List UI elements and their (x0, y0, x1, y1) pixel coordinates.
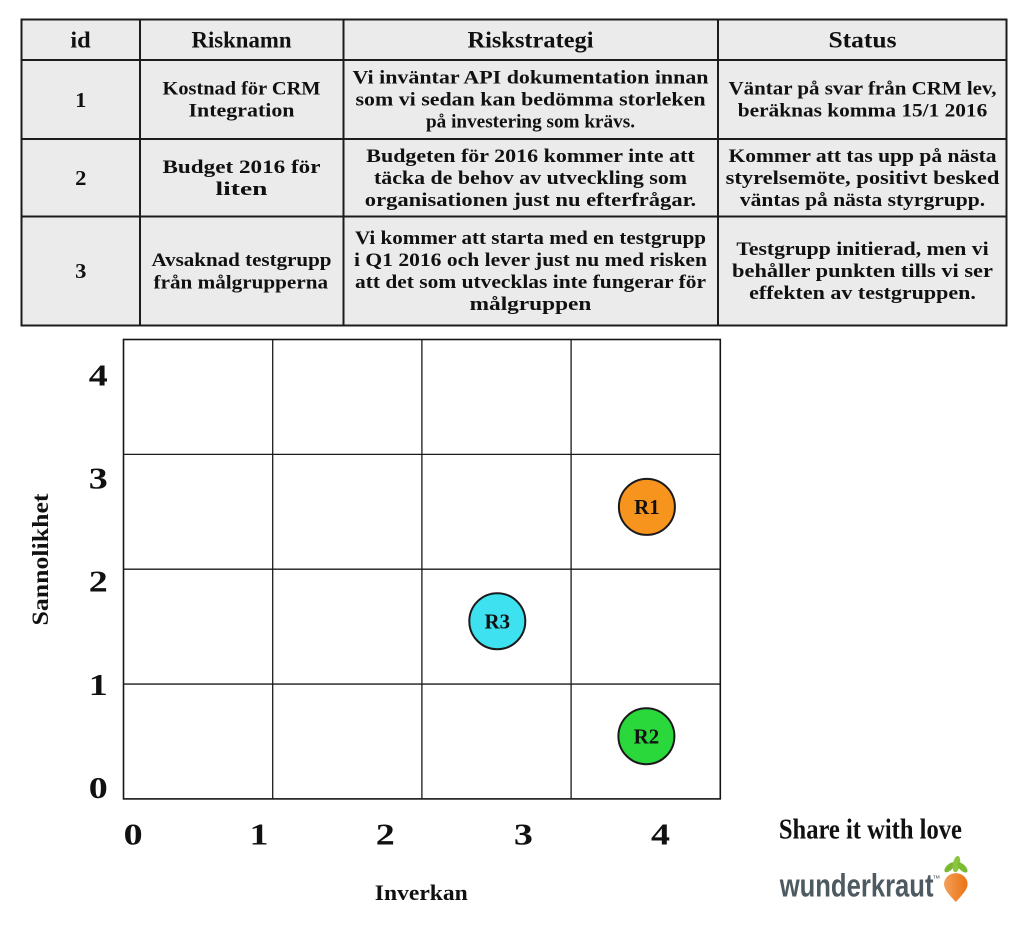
svg-text:organisationen just nu efterfr: organisationen just nu efterfrågar. (365, 190, 696, 211)
svg-text:wunderkraut: wunderkraut (779, 867, 934, 903)
svg-text:Kostnad för CRM: Kostnad för CRM (163, 79, 321, 100)
svg-text:™: ™ (932, 874, 940, 883)
svg-text:att det som utvecklas inte fun: att det som utvecklas inte fungerar för (355, 272, 707, 293)
svg-text:R3: R3 (485, 609, 511, 633)
svg-text:1: 1 (250, 816, 269, 851)
svg-text:0: 0 (89, 770, 108, 805)
svg-text:Väntar på svar från CRM lev,: Väntar på svar från CRM lev, (729, 79, 997, 100)
svg-text:1: 1 (75, 88, 86, 112)
svg-text:liten: liten (216, 179, 269, 200)
svg-text:id: id (70, 27, 91, 52)
svg-text:Inverkan: Inverkan (375, 880, 468, 905)
svg-text:beräknas komma 15/1 2016: beräknas komma 15/1 2016 (738, 101, 988, 122)
svg-text:styrelsemöte, positivt besked: styrelsemöte, positivt besked (726, 168, 1000, 189)
svg-text:0: 0 (124, 816, 143, 851)
svg-text:Sannolikhet: Sannolikhet (28, 493, 53, 625)
svg-text:täcka de behov av utveckling s: täcka de behov av utveckling som (374, 168, 687, 189)
svg-text:behåller punkten tills vi ser: behåller punkten tills vi ser (732, 261, 994, 282)
svg-text:som vi sedan kan bedömma storl: som vi sedan kan bedömma storleken (356, 90, 706, 111)
svg-text:R2: R2 (634, 724, 660, 748)
svg-text:målgruppen: målgruppen (470, 294, 592, 315)
svg-text:3: 3 (75, 259, 87, 283)
svg-text:1: 1 (89, 667, 108, 702)
svg-text:väntas på nästa styrgrupp.: väntas på nästa styrgrupp. (740, 190, 985, 211)
svg-text:2: 2 (75, 166, 86, 190)
svg-text:2: 2 (376, 816, 395, 851)
svg-text:Status: Status (829, 27, 897, 52)
svg-text:Budget 2016 för: Budget 2016 för (163, 157, 322, 178)
svg-text:3: 3 (514, 816, 533, 851)
svg-text:Riskstrategi: Riskstrategi (468, 27, 595, 52)
svg-text:på investering som krävs.: på investering som krävs. (426, 112, 635, 133)
svg-text:4: 4 (651, 816, 670, 851)
svg-text:Avsaknad testgrupp: Avsaknad testgrupp (152, 250, 332, 271)
svg-text:i Q1 2016 och lever just nu me: i Q1 2016 och lever just nu med risken (354, 250, 707, 271)
svg-text:effekten av testgruppen.: effekten av testgruppen. (749, 283, 976, 304)
svg-text:Integration: Integration (189, 101, 295, 122)
svg-text:Vi inväntar API dokumentation: Vi inväntar API dokumentation innan (353, 68, 709, 89)
svg-text:R1: R1 (634, 495, 660, 519)
svg-text:2: 2 (89, 564, 108, 599)
svg-text:Vi kommer att starta med en te: Vi kommer att starta med en testgrupp (355, 228, 706, 249)
svg-text:Testgrupp initierad, men vi: Testgrupp initierad, men vi (736, 239, 988, 260)
svg-text:Risknamn: Risknamn (192, 27, 292, 52)
svg-text:4: 4 (89, 358, 108, 393)
svg-text:Budgeten för 2016 kommer inte: Budgeten för 2016 kommer inte att (366, 146, 695, 167)
svg-text:3: 3 (89, 460, 108, 495)
svg-text:från målgrupperna: från målgrupperna (154, 273, 329, 294)
svg-text:Share it with love: Share it with love (779, 814, 962, 846)
svg-text:Kommer att tas upp på nästa: Kommer att tas upp på nästa (729, 146, 998, 167)
